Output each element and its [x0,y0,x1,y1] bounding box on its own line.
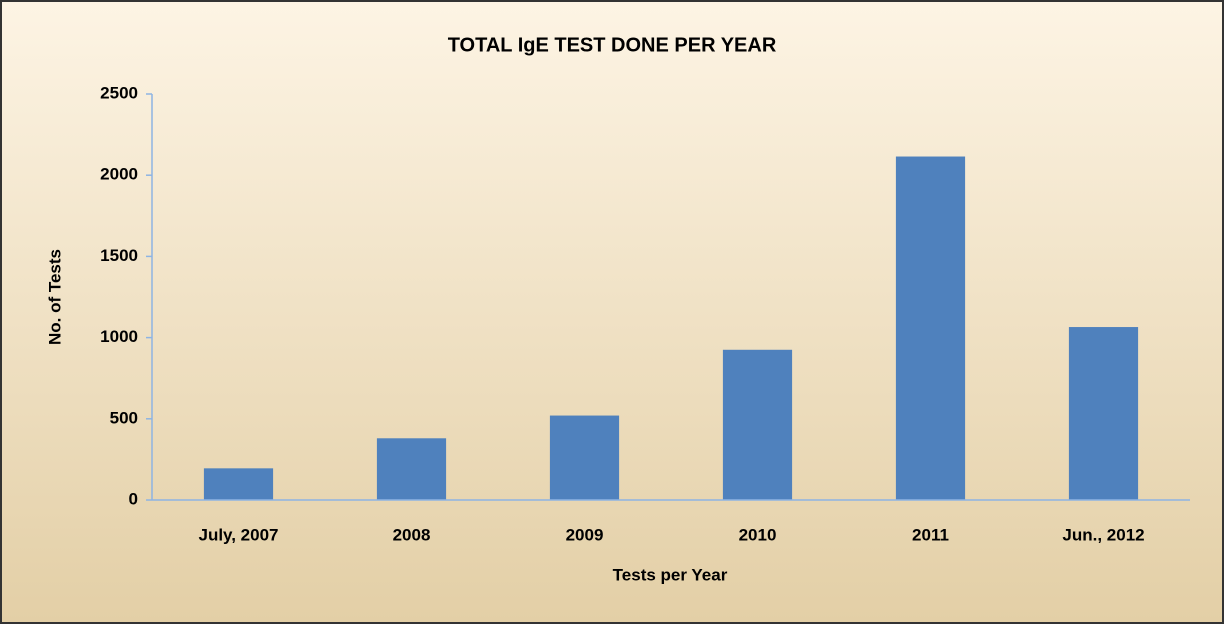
x-tick-label: 2011 [912,525,949,544]
bar [549,415,620,500]
bar [1068,327,1139,500]
x-axis-title: Tests per Year [613,565,728,584]
bar [376,438,447,500]
bar [203,468,274,500]
x-tick-label: 2009 [566,525,604,544]
x-tick-label: July, 2007 [198,525,278,544]
x-tick-label: 2008 [393,525,431,544]
y-tick-label: 2000 [100,165,138,184]
chart-title: TOTAL IgE TEST DONE PER YEAR [448,34,777,56]
y-tick-label: 1500 [100,246,138,265]
y-tick-label: 0 [129,489,138,508]
bar [722,349,793,500]
y-tick-label: 500 [110,408,138,427]
bar [895,156,966,501]
y-tick-label: 2500 [100,83,138,102]
x-tick-label: Jun., 2012 [1062,525,1144,544]
x-tick-label: 2010 [739,525,777,544]
y-tick-label: 1000 [100,327,138,346]
y-axis-title: No. of Tests [45,249,64,345]
